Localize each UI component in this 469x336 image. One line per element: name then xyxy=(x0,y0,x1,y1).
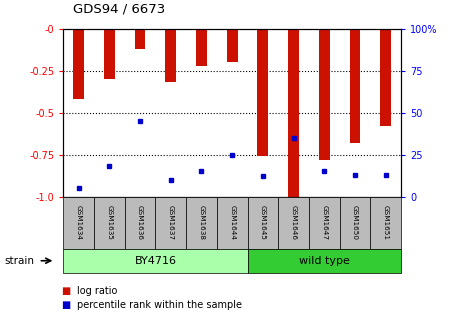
Text: ■: ■ xyxy=(61,300,70,310)
Text: GSM1651: GSM1651 xyxy=(383,205,389,240)
Text: percentile rank within the sample: percentile rank within the sample xyxy=(77,300,242,310)
Text: GSM1636: GSM1636 xyxy=(137,205,143,240)
Bar xyxy=(380,29,391,126)
Text: GDS94 / 6673: GDS94 / 6673 xyxy=(73,2,165,15)
Text: GSM1644: GSM1644 xyxy=(229,205,235,240)
Text: strain: strain xyxy=(5,256,35,266)
Text: GSM1637: GSM1637 xyxy=(168,205,174,240)
Bar xyxy=(349,29,360,143)
Text: BY4716: BY4716 xyxy=(135,256,176,266)
Bar xyxy=(166,29,176,82)
Text: wild type: wild type xyxy=(299,256,350,266)
Bar xyxy=(104,29,115,79)
Text: ■: ■ xyxy=(61,286,70,296)
Text: log ratio: log ratio xyxy=(77,286,118,296)
Text: GSM1650: GSM1650 xyxy=(352,205,358,240)
Bar xyxy=(288,29,299,197)
Bar xyxy=(227,29,237,62)
Bar xyxy=(73,29,84,99)
Text: GSM1635: GSM1635 xyxy=(106,205,113,240)
Text: GSM1646: GSM1646 xyxy=(291,205,296,240)
Bar xyxy=(135,29,145,49)
Bar xyxy=(319,29,330,160)
Text: GSM1647: GSM1647 xyxy=(321,205,327,240)
Text: GSM1638: GSM1638 xyxy=(198,205,204,240)
Bar xyxy=(257,29,268,156)
Text: GSM1634: GSM1634 xyxy=(76,205,82,240)
Text: GSM1645: GSM1645 xyxy=(260,205,266,240)
Bar xyxy=(196,29,207,66)
